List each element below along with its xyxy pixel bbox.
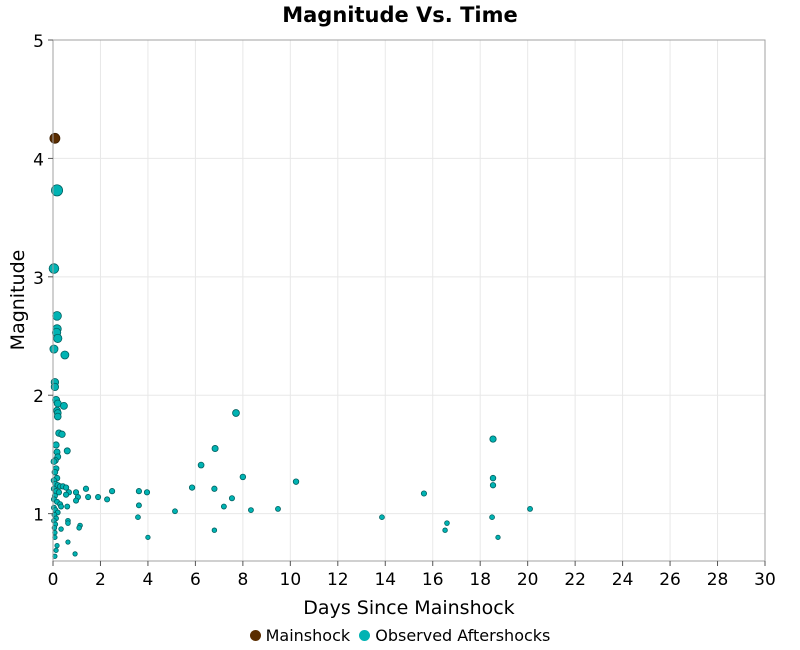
x-tick-label: 12 [327,570,349,590]
aftershock-point [444,520,450,526]
aftershock-point [292,478,300,485]
x-tick-label: 2 [95,570,106,590]
chart-title: Magnitude Vs. Time [282,3,518,27]
legend-label-aftershocks: Observed Aftershocks [375,626,551,645]
aftershock-point [239,473,247,481]
aftershock-point [65,539,71,545]
aftershock-point [53,412,62,421]
aftershock-point [48,263,60,274]
aftershock-point [64,503,71,510]
legend: Mainshock Observed Aftershocks [0,626,800,645]
aftershock-point [76,525,82,531]
aftershock-point [489,482,497,489]
grid [52,39,766,561]
aftershock-point [248,507,254,513]
points [48,132,533,559]
aftershock-point [442,527,448,533]
aftershock-point [489,474,497,482]
aftershock-point [211,527,218,533]
plot-frame [52,39,766,562]
aftershock-point [211,445,219,453]
aftershock-point [51,184,64,197]
aftershock-point [527,505,533,512]
aftershock-point [109,488,116,495]
aftershock-point [63,491,70,498]
aftershock-point [55,489,63,496]
aftershock-point [58,526,64,532]
x-tick-label: 14 [374,570,396,590]
aftershock-point [63,447,71,455]
aftershock-point [49,344,59,354]
x-tick-label: 8 [237,570,248,590]
aftershock-point [73,497,80,504]
x-tick-label: 20 [517,570,539,590]
aftershock-point [197,461,205,469]
aftershock-point [420,490,428,497]
aftershock-point [82,485,90,492]
aftershock-point [145,534,151,540]
aftershock-point [489,514,495,521]
mainshock-marker-icon [249,630,261,641]
x-tick-label: 16 [422,570,444,590]
aftershock-point [50,458,58,465]
aftershock-point [135,502,142,509]
aftershock-point [72,551,78,557]
aftershock-point [211,485,218,492]
aftershock-point [188,484,196,491]
aftershock-point [62,484,70,491]
aftershock-point [135,488,142,495]
aftershock-point [85,494,92,501]
aftershock-point [60,350,70,360]
x-tick-label: 22 [564,570,586,590]
aftershock-point [220,503,227,510]
y-axis-label: Magnitude [7,250,29,351]
aftershock-point [143,489,151,496]
aftershock-point [228,495,235,502]
aftershock-point [52,311,62,321]
y-tick-label: 4 [33,150,44,170]
aftershock-point [172,508,178,515]
aftershock-point [379,514,385,521]
aftershock-point [58,503,64,510]
y-tick-label: 5 [33,32,44,52]
aftershock-point [232,409,240,417]
aftershock-point [495,534,501,540]
aftershock-point [53,547,59,553]
aftershock-point [65,520,71,526]
y-tick-label: 3 [33,269,44,289]
mainshock-point [49,132,61,144]
aftershock-point [104,496,111,503]
aftershock-point [95,494,102,501]
x-tick-label: 30 [754,570,776,590]
x-tick-label: 24 [612,570,634,590]
legend-label-mainshock: Mainshock [265,626,351,645]
y-tick-label: 2 [33,387,44,407]
aftershock-point [489,435,497,443]
aftershock-point [58,430,66,438]
x-tick-label: 26 [659,570,681,590]
aftershock-point [60,401,68,410]
x-tick-label: 28 [707,570,729,590]
x-axis-label: Days Since Mainshock [303,597,514,619]
legend-item-aftershocks: Observed Aftershocks [359,626,550,645]
x-tick-label: 10 [280,570,302,590]
aftershock-marker-icon [359,630,371,641]
aftershock-point [54,543,60,549]
aftershock-point [135,514,141,521]
legend-item-mainshock: Mainshock [249,626,351,645]
y-tick-label: 1 [33,506,44,526]
x-tick-label: 0 [48,570,59,590]
x-tick-label: 4 [143,570,154,590]
aftershock-point [50,382,59,392]
x-tick-label: 6 [190,570,201,590]
aftershock-point [275,505,281,512]
aftershock-point [52,441,60,449]
aftershock-point [53,333,63,343]
x-tick-label: 18 [469,570,491,590]
